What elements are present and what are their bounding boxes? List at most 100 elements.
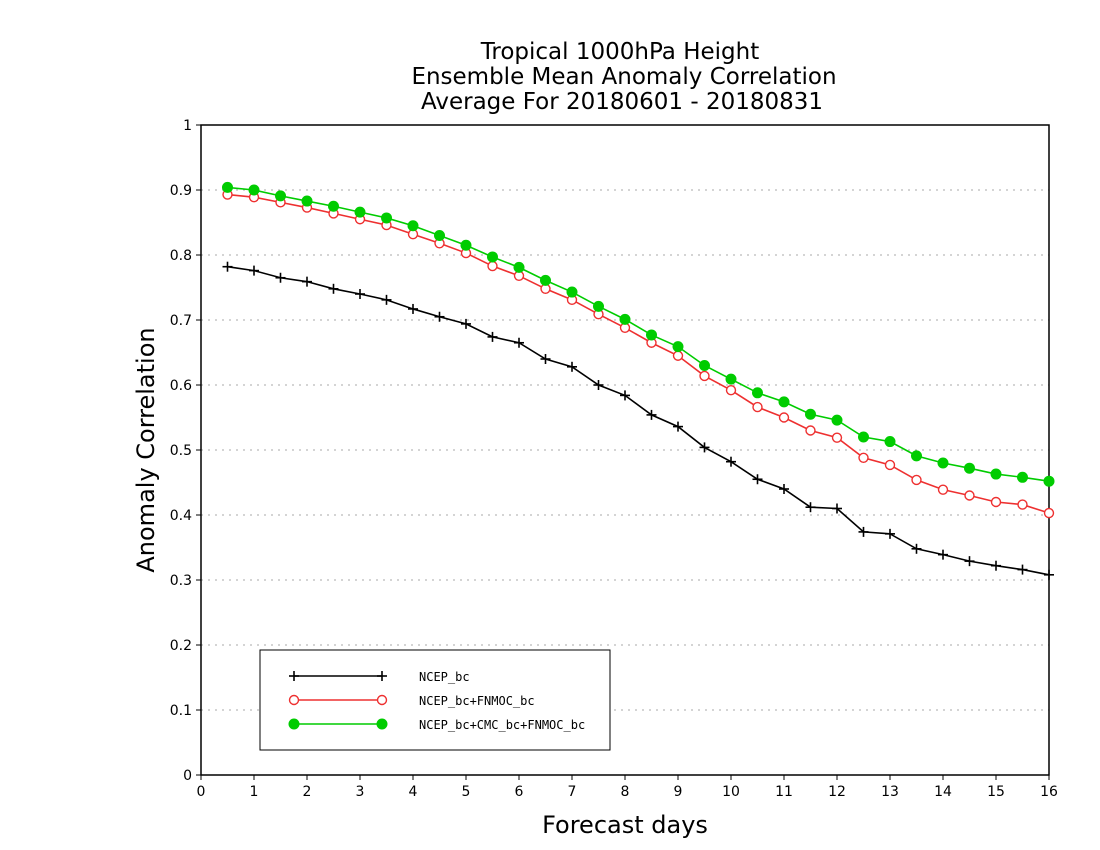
data-point [248, 184, 260, 196]
y-tick-label: 0.5 [170, 443, 192, 459]
legend: NCEP_bc NCEP_bc+FNMOC_bc NCEP_bc+CMC_bc+FN… [259, 649, 611, 751]
legend-marker [289, 671, 299, 681]
x-tick-label: 16 [1040, 784, 1058, 800]
y-tick-label: 0.8 [170, 248, 192, 264]
data-point [593, 380, 604, 390]
data-point [434, 311, 445, 322]
x-tick-label: 13 [881, 784, 899, 800]
data-point [619, 313, 631, 325]
series-0 [222, 261, 1054, 580]
data-point [1017, 471, 1028, 483]
data-point [990, 468, 1002, 480]
chart-title: Tropical 1000hPa Height Ensemble Mean An… [411, 39, 836, 115]
data-point [1043, 507, 1055, 519]
data-point [805, 425, 816, 436]
y-tick-label: 0.3 [170, 573, 192, 589]
data-point [779, 484, 789, 494]
series-1 [222, 189, 1055, 519]
x-tick-label: 0 [197, 784, 206, 800]
data-point [487, 251, 498, 263]
data-point [222, 261, 233, 272]
grid [201, 189, 1049, 711]
data-point [911, 450, 922, 462]
y-axis-label: Anomaly Correlation [132, 327, 160, 572]
x-tick-label: 15 [987, 784, 1005, 800]
data-point [752, 387, 763, 399]
title-line-2: Ensemble Mean Anomaly Correlation [411, 64, 836, 90]
legend-label: NCEP_bc+FNMOC_bc [419, 694, 535, 708]
data-point [513, 261, 525, 273]
data-point [884, 436, 896, 448]
data-point [884, 459, 896, 471]
data-point [673, 421, 683, 432]
data-point [937, 484, 949, 495]
data-point [805, 408, 816, 420]
data-point [911, 543, 922, 554]
data-point [540, 354, 551, 364]
series-2 [222, 181, 1055, 487]
data-point [699, 360, 710, 371]
legend-marker [376, 718, 388, 730]
data-point [460, 239, 472, 251]
data-point [275, 190, 286, 202]
data-point [355, 289, 365, 299]
x-tick-label: 1 [250, 784, 259, 800]
y-tick-label: 0.1 [170, 703, 192, 719]
data-point [381, 294, 392, 305]
data-point [699, 370, 710, 382]
y-tick-label: 0.6 [170, 378, 192, 394]
data-point [858, 526, 869, 537]
title-line-1: Tropical 1000hPa Height [480, 39, 760, 65]
x-tick-label: 8 [621, 784, 630, 800]
data-point [646, 329, 657, 341]
data-point [964, 556, 975, 567]
x-tick-label: 11 [775, 784, 793, 800]
data-point [1017, 564, 1028, 575]
data-point [434, 230, 445, 241]
data-point [646, 409, 657, 420]
data-point [540, 274, 551, 286]
data-point [858, 452, 869, 463]
data-point [805, 502, 816, 513]
x-tick-label: 14 [934, 784, 952, 800]
y-tick-label: 0.9 [170, 183, 192, 199]
x-tick-label: 10 [722, 784, 740, 800]
data-point [937, 457, 949, 469]
data-point [408, 303, 418, 314]
y-tick-label: 1 [183, 118, 192, 134]
data-point [1043, 475, 1055, 487]
data-point [964, 490, 975, 501]
data-point [593, 300, 604, 312]
data-point [752, 474, 763, 485]
series-line [227, 186, 1050, 482]
series-line [227, 193, 1050, 514]
data-point [725, 385, 737, 396]
axis-ticks: 00.10.20.30.40.50.60.70.80.910 1 2 3 4 5 6 7 8 9 1… [170, 118, 1058, 800]
data-point [858, 431, 869, 443]
y-tick-label: 0 [183, 768, 192, 784]
data-point [302, 276, 312, 287]
data-point [275, 272, 286, 283]
data-point [328, 200, 339, 212]
legend-item: NCEP_bc [289, 670, 470, 684]
data-point [381, 212, 392, 224]
data-point [407, 220, 419, 232]
data-point [885, 528, 895, 539]
x-tick-label: 2 [303, 784, 312, 800]
data-point [831, 414, 843, 426]
x-tick-label: 7 [568, 784, 577, 800]
x-tick-label: 3 [356, 784, 365, 800]
data-point [699, 442, 710, 453]
data-point [672, 341, 684, 353]
legend-marker [288, 694, 300, 706]
x-tick-label: 4 [409, 784, 418, 800]
legend-label: NCEP_bc [419, 670, 470, 684]
data-point [249, 265, 259, 276]
series-line [227, 265, 1050, 576]
title-line-3: Average For 20180601 - 20180831 [421, 89, 823, 115]
data-point [620, 390, 630, 401]
legend-marker [377, 671, 387, 681]
data-point [514, 337, 524, 348]
x-axis-label: Forecast days [542, 811, 708, 839]
data-point [672, 350, 684, 361]
